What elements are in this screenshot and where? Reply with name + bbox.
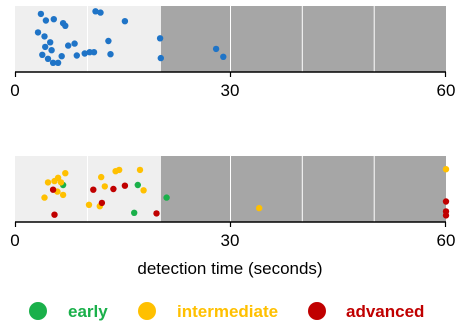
bottom-panel: 0 30 60 detection time (seconds) — [10, 156, 455, 278]
bottom-point-advanced-5 — [51, 211, 58, 218]
bottom-point-intermediate-4 — [44, 179, 52, 186]
top-point-blue-13 — [54, 59, 62, 66]
top-point-blue-22 — [97, 9, 104, 16]
legend-advanced-label: advanced — [346, 302, 424, 321]
top-point-blue-26 — [156, 35, 164, 42]
top-point-blue-28 — [212, 45, 220, 53]
top-panel: 0 30 60 — [10, 6, 455, 100]
bottom-point-intermediate-6 — [59, 191, 67, 199]
bottom-point-advanced-7 — [442, 198, 450, 205]
legend-early-marker — [29, 302, 47, 320]
bottom-late-region — [161, 156, 446, 222]
top-point-blue-11 — [44, 55, 52, 62]
bottom-point-advanced-4 — [98, 199, 106, 207]
top-points — [34, 8, 227, 66]
top-tick-label-60: 60 — [437, 81, 456, 100]
bottom-point-advanced-1 — [90, 186, 97, 193]
bottom-point-early-2 — [131, 209, 138, 216]
top-point-blue-1 — [42, 17, 50, 24]
top-point-blue-16 — [71, 40, 78, 47]
top-point-blue-9 — [48, 47, 55, 54]
bottom-point-advanced-9 — [442, 212, 450, 219]
bottom-point-intermediate-8 — [98, 173, 105, 181]
top-point-blue-24 — [107, 51, 114, 58]
legend: early intermediate advanced — [29, 302, 424, 321]
bottom-points — [41, 166, 450, 219]
x-axis-title: detection time (seconds) — [137, 259, 322, 278]
bottom-point-intermediate-10 — [116, 166, 123, 174]
bottom-point-advanced-2 — [110, 185, 117, 193]
top-point-blue-17 — [73, 52, 81, 59]
bottom-point-advanced-6 — [153, 210, 160, 217]
top-point-blue-14 — [58, 53, 65, 60]
top-tick-label-30: 30 — [221, 81, 240, 100]
top-point-blue-8 — [42, 43, 49, 51]
top-point-blue-0 — [37, 10, 45, 18]
bottom-point-intermediate-11 — [136, 166, 144, 174]
top-point-blue-3 — [34, 29, 42, 36]
top-point-blue-20 — [90, 49, 98, 56]
bottom-point-advanced-0 — [49, 186, 57, 193]
bottom-tick-label-0: 0 — [10, 231, 19, 250]
bottom-point-intermediate-17 — [442, 166, 450, 173]
top-point-blue-2 — [50, 16, 57, 23]
top-late-region — [161, 6, 446, 72]
bottom-point-intermediate-3 — [57, 179, 65, 186]
legend-early-label: early — [68, 302, 108, 321]
legend-advanced-marker — [308, 302, 326, 320]
bottom-tick-label-60: 60 — [437, 231, 456, 250]
legend-intermediate-label: intermediate — [177, 302, 278, 321]
top-point-blue-29 — [220, 53, 227, 60]
bottom-point-intermediate-13 — [140, 187, 147, 194]
top-point-blue-15 — [65, 42, 72, 49]
top-point-blue-23 — [105, 37, 112, 45]
top-point-blue-6 — [62, 22, 69, 29]
top-point-blue-18 — [81, 50, 88, 57]
top-point-blue-21 — [92, 8, 99, 15]
bottom-point-intermediate-14 — [85, 201, 93, 208]
top-point-blue-10 — [39, 51, 46, 58]
top-point-blue-27 — [157, 54, 164, 62]
bottom-point-intermediate-0 — [62, 170, 69, 177]
top-tick-label-0: 0 — [10, 81, 19, 100]
bottom-point-intermediate-7 — [41, 194, 48, 201]
bottom-tick-label-30: 30 — [221, 231, 240, 250]
legend-intermediate-marker — [138, 302, 156, 320]
bottom-point-intermediate-2 — [51, 177, 58, 185]
bottom-point-early-1 — [134, 181, 141, 189]
top-point-blue-4 — [41, 33, 48, 40]
bottom-point-early-3 — [163, 194, 170, 201]
bottom-point-intermediate-16 — [256, 204, 263, 212]
top-point-blue-12 — [49, 59, 57, 66]
bottom-point-advanced-3 — [121, 182, 129, 189]
bottom-point-intermediate-12 — [101, 183, 109, 190]
top-point-blue-25 — [121, 18, 129, 25]
top-point-blue-7 — [47, 39, 54, 46]
